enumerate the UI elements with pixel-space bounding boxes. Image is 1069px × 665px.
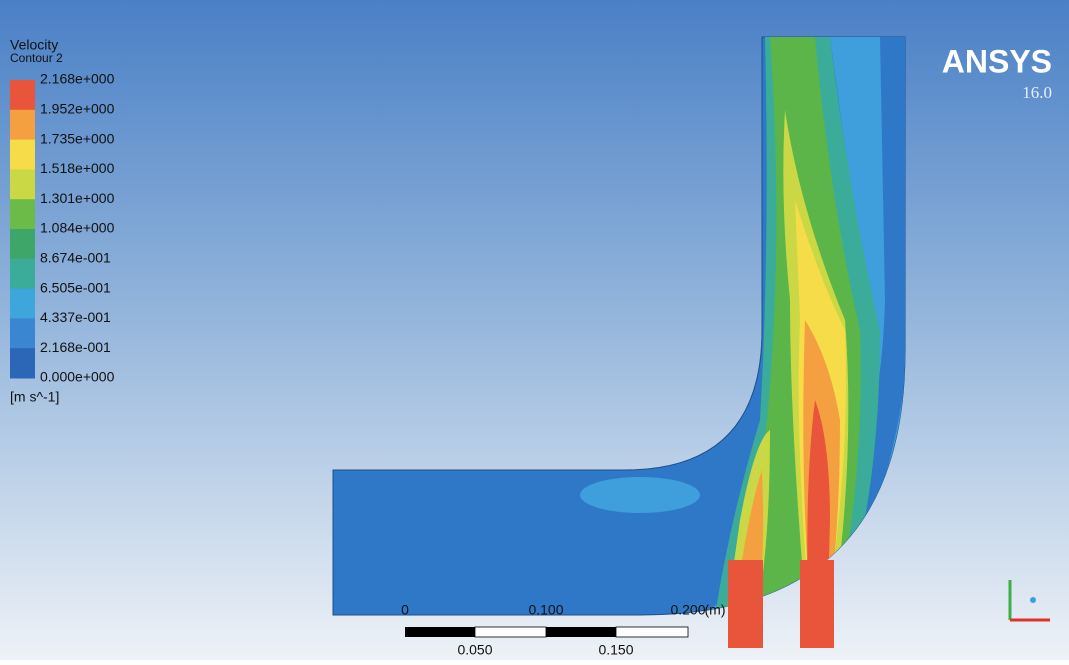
legend-swatch [10, 80, 35, 110]
legend-level: 1.518e+000 [40, 160, 115, 176]
brand-version: 16.0 [1022, 83, 1052, 102]
legend-level: 1.735e+000 [40, 130, 115, 146]
legend-swatch [10, 110, 35, 140]
legend-subtitle: Contour 2 [10, 51, 63, 65]
scale-segment [546, 627, 616, 637]
legend-unit: [m s^-1] [10, 389, 59, 405]
brand-name: ANSYS [942, 43, 1052, 79]
legend-level: 0.000e+000 [40, 369, 115, 385]
scale-label: 0.150 [598, 642, 633, 658]
cfd-view: Velocity Contour 2 [m s^-1] 2.168e+0001.… [0, 0, 1069, 660]
scale-segment [405, 627, 475, 637]
legend-level: 1.084e+000 [40, 220, 115, 236]
legend-swatch [10, 318, 35, 348]
legend-level: 1.301e+000 [40, 190, 115, 206]
legend-level: 6.505e-001 [40, 279, 111, 295]
jet-right [800, 560, 834, 648]
legend-swatch [10, 140, 35, 170]
legend-swatch [10, 169, 35, 199]
legend-swatch [10, 229, 35, 259]
legend-swatch [10, 259, 35, 289]
legend-level: 4.337e-001 [40, 309, 111, 325]
scale-unit: (m) [705, 602, 726, 618]
scale-label: 0.200 [670, 602, 705, 618]
legend-swatch [10, 289, 35, 319]
legend-swatch [10, 348, 35, 378]
legend-swatch [10, 199, 35, 229]
scale-segment [616, 627, 688, 637]
legend-level: 2.168e-001 [40, 339, 111, 355]
jet-left [728, 560, 763, 648]
scale-segment [475, 627, 546, 637]
legend-level: 8.674e-001 [40, 250, 111, 266]
legend-level: 2.168e+000 [40, 71, 115, 87]
scale-label: 0 [401, 602, 409, 618]
scale-label: 0.100 [528, 602, 563, 618]
legend-level: 1.952e+000 [40, 101, 115, 117]
scale-label: 0.050 [457, 642, 492, 658]
